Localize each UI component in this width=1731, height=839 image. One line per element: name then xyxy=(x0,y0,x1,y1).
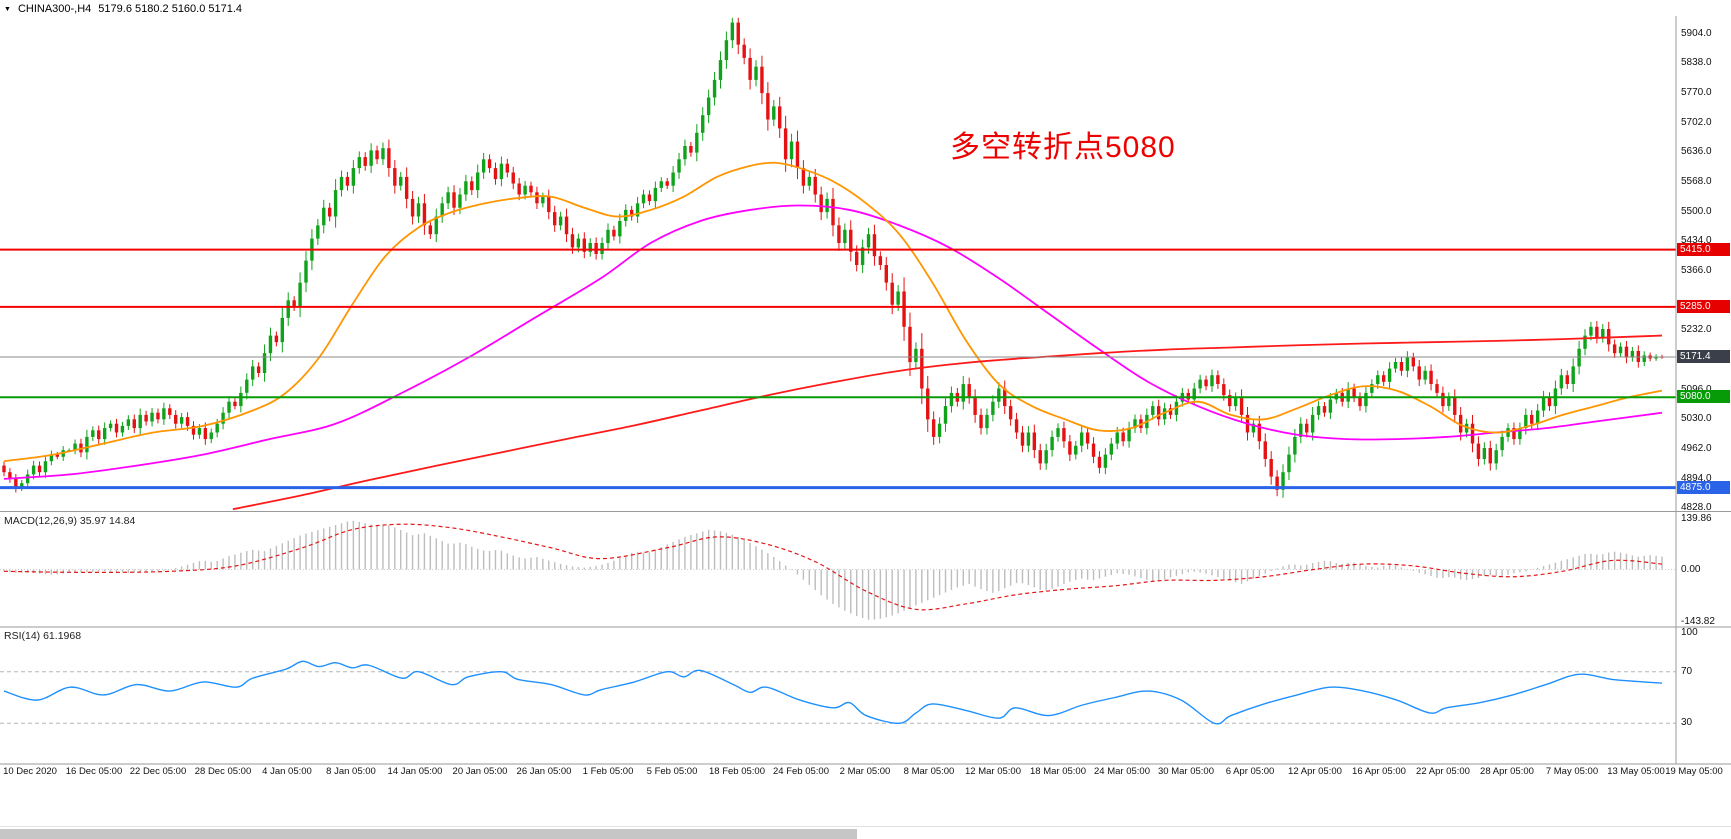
time-tick: 12 Mar 05:00 xyxy=(965,766,1021,777)
price-tick: 4962.0 xyxy=(1681,443,1712,454)
rsi-indicator-label: RSI(14) 61.1968 xyxy=(4,630,82,642)
time-tick: 16 Apr 05:00 xyxy=(1352,766,1406,777)
time-tick: 19 May 05:00 xyxy=(1665,766,1723,777)
time-tick: 24 Mar 05:00 xyxy=(1094,766,1150,777)
time-tick: 7 May 05:00 xyxy=(1545,766,1599,777)
price-tick: 4894.0 xyxy=(1681,473,1712,484)
price-tag-5080.0: 5080.0 xyxy=(1677,390,1730,403)
time-tick: 2 Mar 05:00 xyxy=(839,766,891,777)
time-tick: 16 Dec 05:00 xyxy=(65,766,123,777)
price-tick: 5636.0 xyxy=(1681,146,1712,157)
time-tick: 30 Mar 05:00 xyxy=(1158,766,1214,777)
price-tick: 5232.0 xyxy=(1681,324,1712,335)
time-tick: 14 Jan 05:00 xyxy=(387,766,443,777)
rsi-axis-tick: 70 xyxy=(1681,666,1693,677)
time-tick: 10 Dec 2020 xyxy=(3,766,57,777)
price-tick: 4828.0 xyxy=(1681,502,1712,513)
rsi-line xyxy=(3,660,1663,725)
time-tick: 12 Apr 05:00 xyxy=(1288,766,1342,777)
price-tick: 5770.0 xyxy=(1681,87,1712,98)
ma-slow-line xyxy=(232,334,1663,511)
price-tick: 5702.0 xyxy=(1681,117,1712,128)
macd-axis-tick: 0.00 xyxy=(1681,564,1701,575)
price-tag-5415.0: 5415.0 xyxy=(1677,243,1730,256)
price-tick: 5904.0 xyxy=(1681,28,1712,39)
price-tick: 5030.0 xyxy=(1681,413,1712,424)
rsi-axis-tick: 30 xyxy=(1681,717,1693,728)
time-tick: 8 Jan 05:00 xyxy=(326,766,376,777)
time-tick: 22 Dec 05:00 xyxy=(129,766,187,777)
price-tick: 5500.0 xyxy=(1681,206,1712,217)
time-tick: 6 Apr 05:00 xyxy=(1225,766,1275,777)
macd-indicator-label: MACD(12,26,9) 35.97 14.84 xyxy=(4,515,136,527)
rsi-axis-tick: 100 xyxy=(1681,627,1698,638)
time-tick: 18 Mar 05:00 xyxy=(1030,766,1086,777)
ohlc-values: 5179.6 5180.2 5160.0 5171.4 xyxy=(98,3,243,15)
time-tick: 5 Feb 05:00 xyxy=(646,766,698,777)
ma-mid-line xyxy=(3,204,1663,480)
price-tag-5285.0: 5285.0 xyxy=(1677,300,1730,313)
time-tick: 28 Apr 05:00 xyxy=(1480,766,1534,777)
time-tick: 18 Feb 05:00 xyxy=(709,766,765,777)
time-tick: 20 Jan 05:00 xyxy=(452,766,508,777)
price-tag-4875.0: 4875.0 xyxy=(1677,481,1730,494)
price-tick: 5096.0 xyxy=(1681,384,1712,396)
time-tick: 28 Dec 05:00 xyxy=(194,766,252,777)
ma-fast-line xyxy=(3,161,1663,463)
chart-annotation: 多空转折点5080 xyxy=(950,131,1176,164)
chart-scrollbar-track[interactable] xyxy=(0,826,1731,839)
macd-axis-tick: 139.86 xyxy=(1681,513,1712,524)
price-tick: 5568.0 xyxy=(1681,176,1712,187)
time-tick: 13 May 05:00 xyxy=(1607,766,1665,777)
symbol-info-bar: ▼ CHINA300-,H4 5179.6 5180.2 5160.0 5171… xyxy=(4,3,242,15)
price-tag-5171.4: 5171.4 xyxy=(1677,350,1730,363)
time-tick: 8 Mar 05:00 xyxy=(903,766,955,777)
chart-scrollbar-thumb[interactable] xyxy=(0,829,857,839)
macd-signal-line xyxy=(3,523,1663,611)
price-tick: 5366.0 xyxy=(1681,265,1712,276)
price-tick: 5838.0 xyxy=(1681,57,1712,68)
macd-axis-tick: -143.82 xyxy=(1681,616,1715,627)
time-tick: 1 Feb 05:00 xyxy=(582,766,634,777)
candlesticks xyxy=(2,17,1664,498)
price-tick: 5434.0 xyxy=(1681,235,1712,246)
time-tick: 26 Jan 05:00 xyxy=(516,766,572,777)
macd-histogram xyxy=(3,521,1663,620)
time-tick: 22 Apr 05:00 xyxy=(1416,766,1470,777)
symbol-dropdown-icon[interactable]: ▼ xyxy=(4,5,11,13)
time-tick: 24 Feb 05:00 xyxy=(773,766,829,777)
time-tick: 4 Jan 05:00 xyxy=(262,766,312,777)
symbol-label: CHINA300-,H4 xyxy=(17,3,92,15)
